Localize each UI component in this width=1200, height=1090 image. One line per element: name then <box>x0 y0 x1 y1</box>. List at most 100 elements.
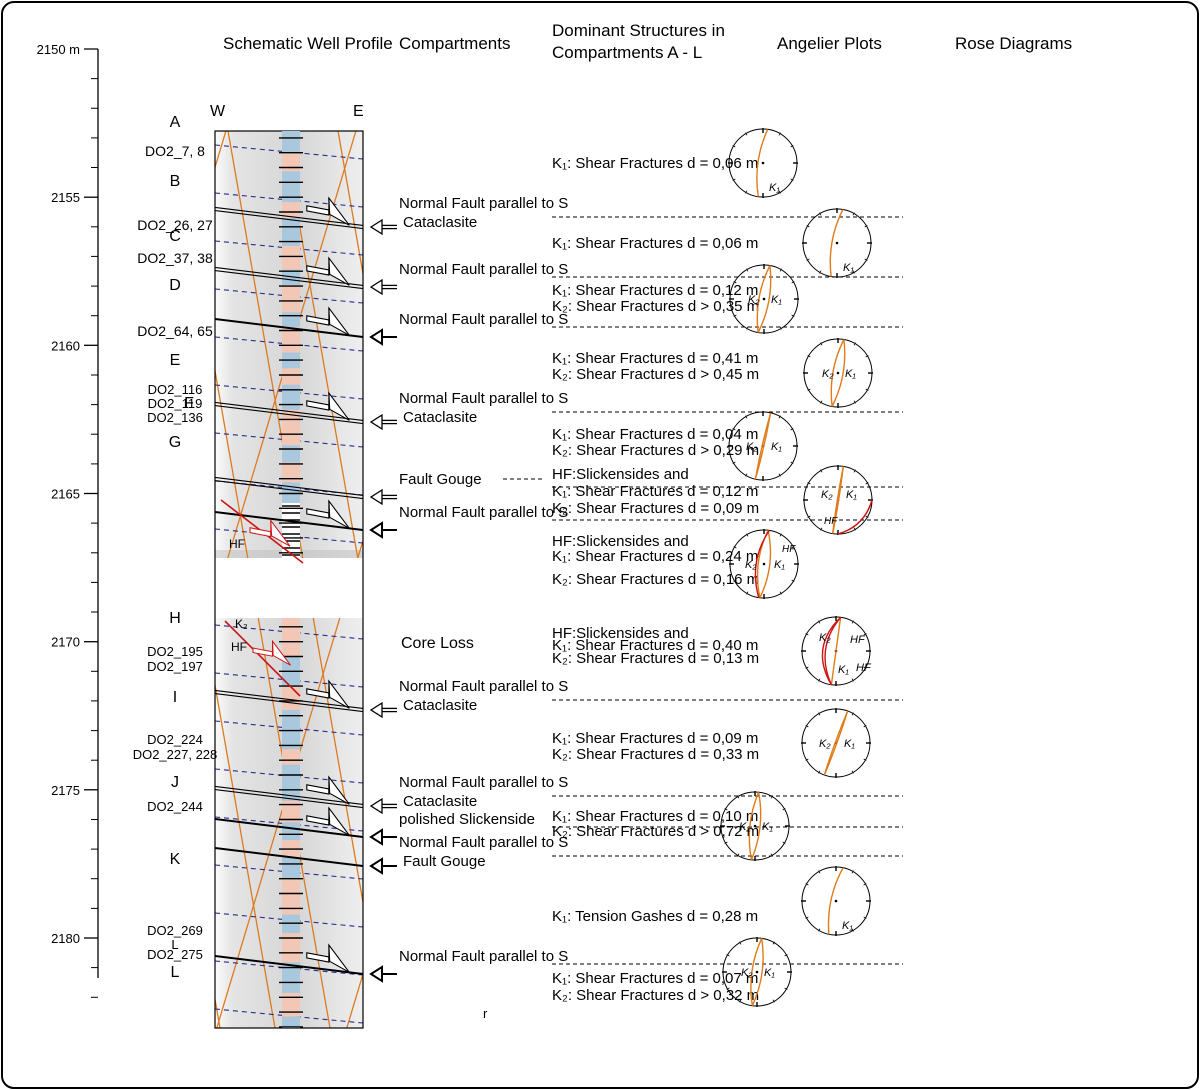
svg-text:K₂: K₂ <box>739 821 751 833</box>
svg-text:DO2_195: DO2_195 <box>147 644 203 659</box>
svg-text:K₁: K₁ <box>845 368 856 380</box>
svg-text:E: E <box>170 352 181 369</box>
svg-text:K₂: K₂ <box>746 441 758 453</box>
svg-text:L: L <box>171 964 180 981</box>
svg-text:2175: 2175 <box>51 783 80 798</box>
svg-text:Normal Fault parallel to S: Normal Fault parallel to S <box>399 195 568 212</box>
svg-text:K₁: Shear Fractures d = 0,0: K₁: Shear Fractures d = 0,09 m <box>552 730 758 747</box>
svg-text:Normal Fault parallel to S: Normal Fault parallel to S <box>399 504 568 521</box>
svg-text:K₁: Shear Fractures d = 0,0: K₁: Shear Fractures d = 0,04 m <box>552 426 758 443</box>
svg-text:K₂: K₂ <box>819 632 831 644</box>
svg-text:2150 m: 2150 m <box>37 42 80 57</box>
svg-text:K₂: K₂ <box>822 368 834 380</box>
svg-text:Normal Fault parallel to S: Normal Fault parallel to S <box>399 261 568 278</box>
svg-text:2165: 2165 <box>51 487 80 502</box>
svg-text:Normal Fault parallel to S: Normal Fault parallel to S <box>399 834 568 851</box>
svg-text:G: G <box>169 434 181 451</box>
svg-text:K₂: Shear Fractures d = 0,1: K₂: Shear Fractures d = 0,16 m <box>552 571 759 588</box>
svg-text:K₁: Shear Fractures d = 0,2: K₁: Shear Fractures d = 0,24 m <box>552 548 758 565</box>
svg-text:DO2_244: DO2_244 <box>147 799 203 814</box>
svg-text:K₁: K₁ <box>771 441 782 453</box>
svg-text:r: r <box>483 1006 488 1021</box>
svg-text:DO2_136: DO2_136 <box>147 410 203 425</box>
svg-text:K₂: Shear Fractures d = 0,0: K₂: Shear Fractures d = 0,09 m <box>552 500 759 517</box>
svg-text:HF: HF <box>850 634 866 646</box>
svg-text:K₁: Shear Fractures d = 0,0: K₁: Shear Fractures d = 0,06 m <box>552 155 758 172</box>
svg-text:D: D <box>169 277 181 294</box>
svg-text:K₁: Shear Fractures d = 0,1: K₁: Shear Fractures d = 0,12 m <box>552 282 758 299</box>
svg-text:K₁: K₁ <box>846 489 857 501</box>
svg-text:Normal Fault parallel to S: Normal Fault parallel to S <box>399 774 568 791</box>
svg-text:2170: 2170 <box>51 635 80 650</box>
svg-text:DO2_37, 38: DO2_37, 38 <box>137 250 213 266</box>
svg-text:DO2_224: DO2_224 <box>147 732 203 747</box>
svg-text:B: B <box>170 173 181 190</box>
svg-text:HF: HF <box>824 516 838 527</box>
svg-text:Angelier Plots: Angelier Plots <box>777 34 882 53</box>
svg-text:I: I <box>173 689 177 706</box>
svg-text:K₁: K₁ <box>774 559 785 571</box>
svg-text:DO2_64, 65: DO2_64, 65 <box>137 323 213 339</box>
svg-text:2180: 2180 <box>51 931 80 946</box>
svg-text:2155: 2155 <box>51 190 80 205</box>
svg-text:HF: HF <box>782 544 796 555</box>
svg-text:K₂: K₂ <box>821 489 833 501</box>
svg-text:K₂: Shear Fractures d = 0,3: K₂: Shear Fractures d = 0,33 m <box>552 746 759 763</box>
svg-text:Normal Fault parallel to S: Normal Fault parallel to S <box>399 311 568 328</box>
svg-text:K₁: Shear Fractures d = 0,4: K₁: Shear Fractures d = 0,41 m <box>552 350 758 367</box>
svg-text:DO2_197: DO2_197 <box>147 659 203 674</box>
svg-text:K₁: K₁ <box>838 664 849 676</box>
svg-text:K₂: K₂ <box>748 294 760 306</box>
svg-text:K₂: Shear Fractures d = 0,1: K₂: Shear Fractures d = 0,13 m <box>552 650 759 667</box>
svg-text:K₁: Shear Fractures d = 0,0: K₁: Shear Fractures d = 0,07 m <box>552 970 758 987</box>
svg-text:Schematic Well Profile: Schematic Well Profile <box>223 34 393 53</box>
svg-text:K₂: K₂ <box>741 967 753 979</box>
svg-text:Normal Fault parallel to S: Normal Fault parallel to S <box>399 678 568 695</box>
svg-text:K₂: K₂ <box>235 617 248 631</box>
svg-text:J: J <box>171 774 179 791</box>
svg-text:Cataclasite: Cataclasite <box>403 697 477 714</box>
svg-text:HF:Slickensides and: HF:Slickensides and <box>552 466 689 483</box>
svg-text:HF: HF <box>231 640 247 654</box>
svg-text:DO2_275: DO2_275 <box>147 947 203 962</box>
svg-text:W: W <box>210 103 226 120</box>
svg-text:Cataclasite: Cataclasite <box>403 793 477 810</box>
svg-text:K: K <box>170 851 181 868</box>
svg-text:K₁: Shear Fractures d = 0,1: K₁: Shear Fractures d = 0,12 m <box>552 483 758 500</box>
svg-text:Rose Diagrams: Rose Diagrams <box>955 34 1072 53</box>
svg-text:K₂: Shear Fractures d > 0,2: K₂: Shear Fractures d > 0,29 m <box>552 442 759 459</box>
svg-text:E: E <box>353 103 364 120</box>
svg-text:Dominant Structures in: Dominant Structures in <box>552 21 725 40</box>
svg-text:Cataclasite: Cataclasite <box>403 409 477 426</box>
svg-text:K₁: Tension Gashes d = 0,28: K₁: Tension Gashes d = 0,28 m <box>552 908 758 925</box>
svg-text:K₂: K₂ <box>819 738 831 750</box>
svg-text:H: H <box>169 610 181 627</box>
svg-text:Cataclasite: Cataclasite <box>403 214 477 231</box>
svg-text:Normal Fault parallel to S: Normal Fault parallel to S <box>399 948 568 965</box>
svg-text:Fault Gouge: Fault Gouge <box>403 853 486 870</box>
svg-text:Compartments A - L: Compartments A - L <box>552 43 702 62</box>
svg-text:K₁: Shear Fractures d = 0,0: K₁: Shear Fractures d = 0,06 m <box>552 235 758 252</box>
svg-text:K₁: K₁ <box>762 821 773 833</box>
svg-text:K₁: K₁ <box>764 967 775 979</box>
svg-text:DO2_227, 228: DO2_227, 228 <box>133 747 218 762</box>
svg-text:K₁: K₁ <box>769 182 780 194</box>
svg-text:K₂: Shear Fractures d > 0,4: K₂: Shear Fractures d > 0,45 m <box>552 366 759 383</box>
svg-text:DO2_116: DO2_116 <box>148 382 203 397</box>
svg-text:K₂: Shear Fractures d > 0,3: K₂: Shear Fractures d > 0,35 m <box>552 298 759 315</box>
svg-text:A: A <box>170 114 181 131</box>
svg-text:K₁: K₁ <box>843 262 854 274</box>
svg-text:K₁: K₁ <box>844 738 855 750</box>
svg-text:DO2_269: DO2_269 <box>147 923 203 938</box>
svg-text:2160: 2160 <box>51 338 80 353</box>
svg-text:DO2_119: DO2_119 <box>148 396 203 411</box>
svg-text:Normal Fault parallel to S: Normal Fault parallel to S <box>399 390 568 407</box>
svg-text:K₁: K₁ <box>842 920 853 932</box>
svg-text:C: C <box>169 228 181 245</box>
svg-text:DO2_7, 8: DO2_7, 8 <box>145 143 205 159</box>
svg-text:K₁: K₁ <box>771 294 782 306</box>
svg-text:HF: HF <box>856 662 872 674</box>
svg-text:Fault Gouge: Fault Gouge <box>399 471 482 488</box>
svg-text:HF: HF <box>229 537 245 551</box>
svg-text:Core Loss: Core Loss <box>401 635 474 652</box>
